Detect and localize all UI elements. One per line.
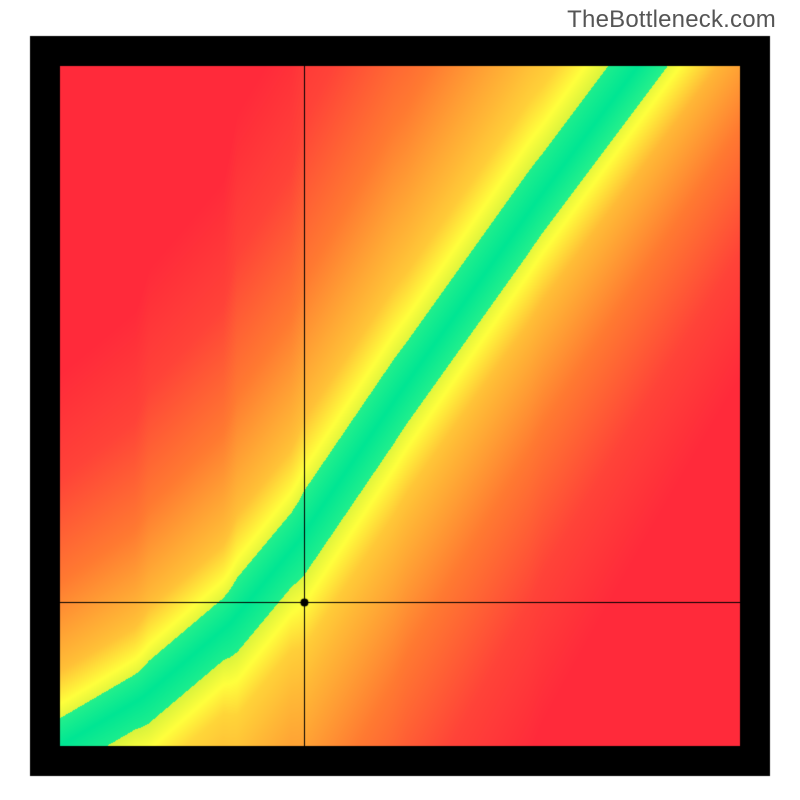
watermark-text: TheBottleneck.com bbox=[567, 6, 776, 34]
bottleneck-heatmap bbox=[0, 0, 800, 800]
